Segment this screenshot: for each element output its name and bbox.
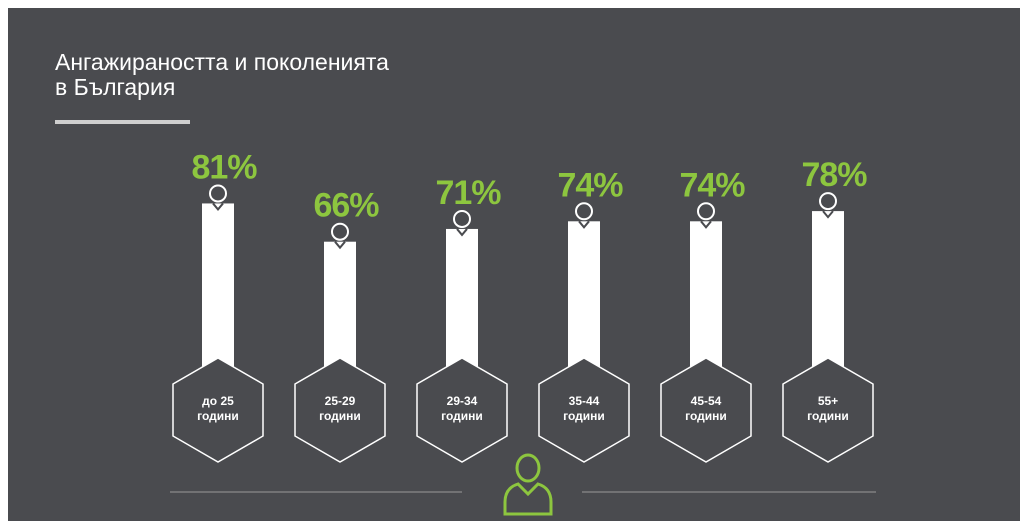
value-label: 71% <box>435 174 501 212</box>
chart: 81% 66% 71% 74% 74% 78% <box>55 120 876 516</box>
value-label: 74% <box>557 166 623 204</box>
head-icon <box>331 222 349 250</box>
hexagon <box>538 357 630 463</box>
head-icon <box>697 202 715 229</box>
head-icon <box>819 192 837 219</box>
head <box>575 202 593 221</box>
head <box>697 202 715 221</box>
collar <box>578 220 590 229</box>
hexagon <box>660 357 752 463</box>
category-label: до 25 години <box>197 394 239 423</box>
head-icon <box>209 184 227 212</box>
value-label: 81% <box>191 148 257 186</box>
category-label: 45-54 години <box>685 394 727 423</box>
title-underline <box>55 120 190 124</box>
collar <box>700 220 712 229</box>
collar <box>822 210 834 219</box>
title-line: Ангажираността и поколенията <box>55 49 389 75</box>
category-label: 55+ години <box>807 394 849 423</box>
collar <box>212 202 224 212</box>
person-icon <box>503 453 553 516</box>
hexagon <box>294 357 386 463</box>
hexagon <box>416 357 508 463</box>
value-label: 78% <box>801 156 867 194</box>
category-label: 35-44 години <box>563 394 605 423</box>
category-label: 29-34 години <box>441 394 483 423</box>
value-label: 74% <box>679 166 745 204</box>
hexagon <box>172 357 264 463</box>
head <box>209 184 227 203</box>
hexagon <box>782 357 874 463</box>
head <box>331 222 349 241</box>
collar <box>334 241 346 250</box>
head-icon <box>453 209 471 237</box>
title-line: в България <box>55 74 176 100</box>
head <box>819 192 837 211</box>
panel: Ангажираността и поколенията в България … <box>8 8 1020 521</box>
head <box>453 209 471 228</box>
value-label: 66% <box>313 187 379 225</box>
head-icon <box>575 202 593 229</box>
collar <box>456 228 468 237</box>
category-label: 25-29 години <box>319 394 361 423</box>
